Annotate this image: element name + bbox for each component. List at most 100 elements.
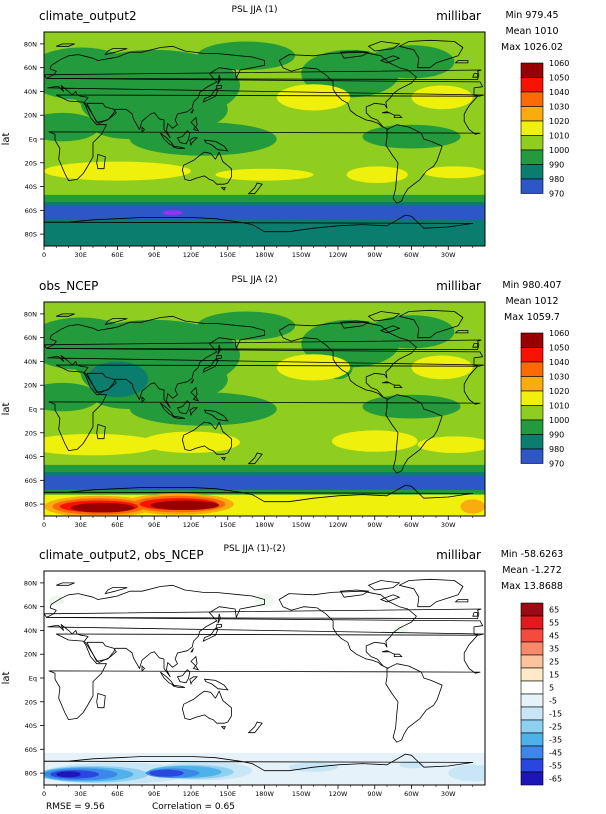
coastline [339,589,370,598]
colorbar-label: 980 [549,445,564,454]
coastline [472,343,479,348]
contour-region [368,315,455,349]
coastline [190,655,200,671]
lon-tick-label: 60W [404,790,419,798]
panel-left-title: obs_NCEP [39,279,98,293]
colorbar-label: 1060 [549,59,569,68]
lon-tick-label: 90W [367,521,382,529]
lon-tick-label: 180W [255,521,274,529]
coastline [379,594,401,603]
colorbar-label: 1050 [549,344,569,353]
colorbar-swatch [520,91,544,107]
lon-tick-label: 30W [441,521,456,529]
colorbar-swatch [520,706,544,721]
coastline [171,415,186,419]
coastline [367,311,401,322]
coastline [247,452,263,465]
colorbar-swatch [520,641,544,656]
lat-tick-label: 60S [25,477,37,485]
colorbar-label: 1000 [549,146,569,155]
plot-frame [43,301,486,517]
coastline [181,421,232,455]
contour-region [44,433,161,456]
coastline [367,580,401,591]
coastline [339,320,370,329]
colorbar-swatch [520,732,544,747]
coastline [398,309,464,339]
coastlines [44,578,485,785]
coastline [44,214,474,246]
lon-tick-label: 180W [255,251,274,259]
lat-tick-label: 60N [24,64,37,72]
colorbar-label: 990 [549,161,564,170]
colorbar-label: 1050 [549,74,569,83]
lon-tick-label: 150E [219,521,236,529]
coastline [203,678,229,691]
lat-tick-label: 80S [25,770,37,778]
high-atlantic [411,355,473,380]
lon-tick-label: 120W [329,521,348,529]
rmse-label: RMSE = 9.56 [46,802,105,812]
coastline [190,648,194,653]
coastline [278,321,417,400]
lat-tick-label: 20N [24,651,37,659]
colorbar-label: -65 [549,775,562,784]
lon-tick-label: 60E [111,251,123,259]
colorbar-swatch [520,745,544,760]
lat-tick-label: Eq [29,136,37,144]
coastline [104,318,128,326]
coastline [48,633,481,721]
lat-tick-label: 40N [24,88,37,96]
coastline [247,182,263,195]
y-axis-label: lat [1,133,12,146]
contour-region [368,45,455,79]
coastlines [44,39,485,246]
coastline [181,151,232,185]
coastline [217,613,221,624]
contour-band [44,475,485,493]
coastline [96,692,106,709]
stat-line: Min -58.6263 [501,549,564,560]
colorbar-label: -45 [549,749,562,758]
colorbar-swatch [520,361,544,377]
colorbar-swatch [520,628,544,643]
panel-units: millibar [436,9,481,23]
panel-units: millibar [436,548,481,562]
lon-tick-label: 30W [441,251,456,259]
coastline [171,145,186,149]
colorbar-swatch [520,667,544,682]
coastline [202,88,219,103]
colorbar-swatch [520,405,544,421]
lat-tick-label: 60S [25,207,37,215]
lon-tick-label: 0 [42,790,46,798]
coastline [86,372,117,393]
coastlines [44,309,485,516]
colorbar-label: 1040 [549,88,569,97]
colorbar-label: 25 [549,658,559,667]
coastline [247,721,263,734]
coastline [189,137,199,147]
coastline [104,48,128,56]
lon-tick-label: 30E [75,521,87,529]
stat-line: Max 13.8688 [501,581,563,592]
lon-tick-label: 120E [183,790,200,798]
coastline [44,753,474,785]
coastline [398,39,464,69]
contour-region [448,764,485,782]
high-atlantic [411,85,473,110]
colorbar-swatch [520,376,544,392]
contour-field [44,302,485,516]
stat-line: Min 980.407 [502,280,561,291]
colorbar-swatch [520,120,544,136]
lat-tick-label: 60S [25,746,37,754]
lon-tick-label: 90E [148,790,160,798]
map-panel-3: 0 30E 60E 90E 120E 150E 180W 150W 120W 90W 60W 30W 8… [24,570,486,798]
colorbar-swatch [520,62,544,78]
colorbar-swatch [520,693,544,708]
contour-band [44,205,485,223]
stat-line: Min 979.45 [505,10,558,21]
panel-center-title: PSL JJA (1)-(2) [224,544,286,554]
colorbar-label: 1020 [549,387,569,396]
colorbar-swatch [520,615,544,630]
